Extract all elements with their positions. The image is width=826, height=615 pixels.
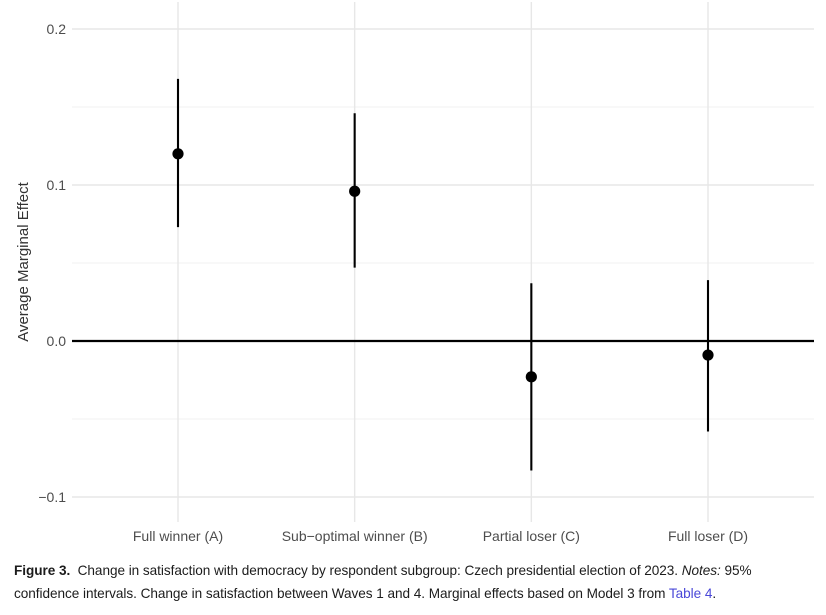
x-category-label: Partial loser (C) <box>483 528 580 544</box>
point-estimate <box>525 371 537 383</box>
table-4-link[interactable]: Table 4 <box>668 585 713 601</box>
y-tick-label: 0.0 <box>47 333 67 349</box>
point-estimate <box>172 148 184 160</box>
point-estimate <box>349 185 361 197</box>
chart-render-target: 0.2 0.1 0.0 −0.1 Full winner (A) Sub−optimal … <box>38 2 814 544</box>
caption-text: . <box>712 585 717 601</box>
point-estimate <box>702 349 714 361</box>
y-tick-label: −0.1 <box>38 489 66 505</box>
x-category-label: Sub−optimal winner (B) <box>282 528 428 544</box>
caption-line: confidence intervals. Change in satisfac… <box>14 583 820 606</box>
y-tick-label: 0.2 <box>47 21 67 37</box>
y-axis-title: Average Marginal Effect <box>15 181 32 341</box>
x-category-label: Full winner (A) <box>133 528 223 544</box>
caption-text: Change in satisfaction with democracy by… <box>70 563 682 578</box>
chart-svg: 0.2 0.1 0.0 −0.1 Full winner (A) Sub−optimal … <box>15 2 814 544</box>
figure-label: Figure 3. <box>14 563 71 578</box>
coefficient-plot: 0.2 0.1 0.0 −0.1 Full winner (A) Sub−optimal … <box>15 2 814 544</box>
notes-label: Notes: <box>681 563 721 578</box>
caption-text: 95% <box>720 563 752 578</box>
caption-text: confidence intervals. Change in satisfac… <box>14 585 669 601</box>
figure-caption: Figure 3. Change in satisfaction with de… <box>14 560 820 605</box>
x-category-label: Full loser (D) <box>668 528 748 544</box>
y-tick-label: 0.1 <box>47 177 67 193</box>
caption-line: Figure 3. Change in satisfaction with de… <box>14 560 820 583</box>
